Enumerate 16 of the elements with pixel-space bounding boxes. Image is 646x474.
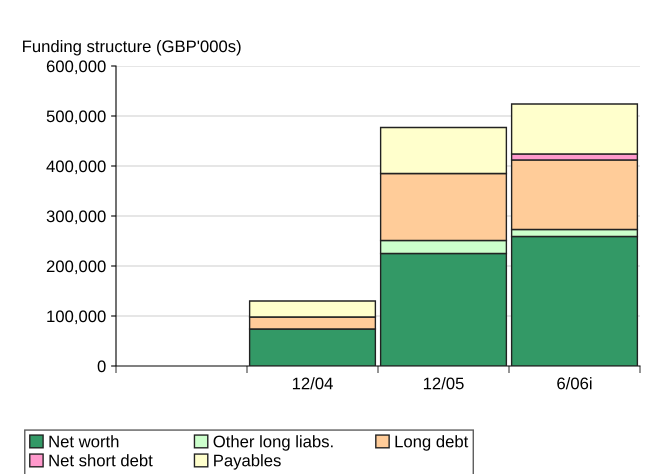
y-tick-label: 200,000 [46, 260, 106, 274]
x-tick-label: 12/04 [292, 377, 333, 390]
y-tick-label: 100,000 [47, 310, 106, 324]
y-tick-label: 400,000 [46, 160, 106, 174]
x-tick-label: 12/05 [424, 377, 464, 390]
y-tick-label: 500,000 [46, 110, 106, 124]
legend-label: Payables [214, 454, 281, 470]
legend-label: Other long liabs. [214, 435, 333, 451]
y-tick-label: 600,000 [46, 60, 106, 74]
y-tick-label: 300,000 [46, 210, 106, 224]
y-tick-label: 0 [98, 360, 106, 372]
x-tick-label: 6/06i [557, 377, 592, 390]
legend-label: Net short debt [49, 454, 153, 466]
legend-label: Long debt [396, 435, 468, 451]
chart-title: Funding structure (GBP'000s) [23, 40, 241, 56]
legend-label: Net worth [49, 435, 118, 448]
